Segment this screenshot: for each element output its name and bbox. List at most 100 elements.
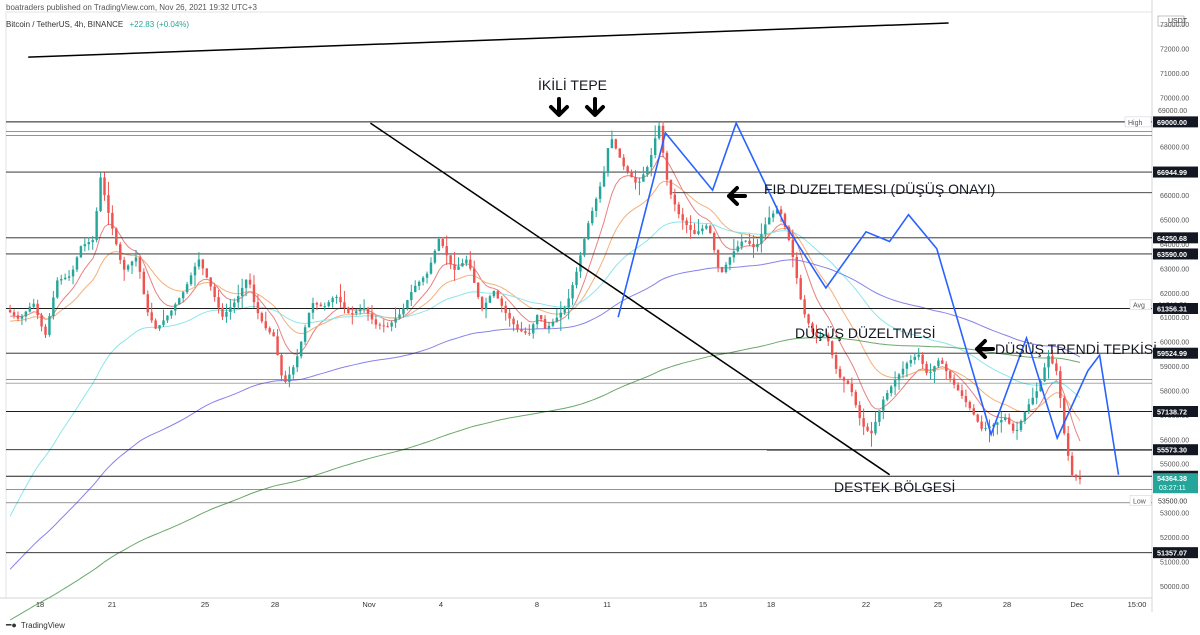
candle-body [75, 257, 79, 270]
candle-body [492, 291, 496, 297]
price-label-bg [1153, 166, 1198, 178]
candle-body [500, 298, 503, 306]
candle-body [229, 307, 232, 312]
candle-body [984, 428, 987, 430]
price-tick-label: 64000.00 [1160, 242, 1189, 249]
candle-body [657, 125, 661, 139]
price-tick-label: 66000.00 [1160, 193, 1189, 200]
candle-body [976, 414, 979, 422]
price-level-label: 57138.72 [1157, 407, 1187, 416]
candle-body [539, 315, 543, 319]
candle-body [237, 296, 240, 303]
candle-body [154, 320, 157, 329]
ema-21-line [10, 180, 1081, 422]
candle-body [889, 386, 893, 394]
annotation-decline-correction: DÜŞÜŞ DÜZELTMESİ [795, 324, 936, 341]
candle-body [382, 325, 385, 327]
candle-body [197, 259, 201, 267]
time-tick-label: Nov [362, 600, 376, 609]
candle-body [248, 279, 252, 285]
candle-body [811, 323, 814, 333]
candle-body [516, 324, 519, 330]
candle-body [996, 422, 999, 425]
candle-body [917, 354, 920, 357]
price-level-label: 51357.07 [1157, 549, 1187, 558]
candle-body [653, 138, 657, 155]
price-level-label: 63590.00 [1157, 250, 1187, 259]
candle-body [756, 243, 759, 248]
candle-body [874, 421, 877, 434]
candle-body [815, 332, 818, 337]
price-level-label: 64250.68 [1157, 234, 1187, 243]
candle-body [303, 327, 307, 342]
price-tag-box [1129, 495, 1152, 506]
pattern-zigzag-line [617, 121, 1120, 475]
symbol-name: Bitcoin / TetherUS, 4h, BINANCE [6, 20, 124, 29]
candle-body [795, 256, 798, 279]
candle-body [366, 308, 370, 314]
candle-body [575, 271, 578, 286]
candle-body [830, 341, 834, 356]
candle-body [1059, 371, 1062, 399]
candle-body [697, 231, 700, 234]
candle-body [296, 356, 299, 368]
candle-body [634, 177, 637, 183]
candle-body [543, 318, 547, 329]
publisher-header: boatraders published on TradingView.com,… [6, 3, 257, 12]
currency-label: USDT [1168, 18, 1188, 25]
long-trend-line [28, 22, 949, 58]
candle-body [417, 281, 421, 286]
candle-body [390, 322, 393, 327]
candle-body [240, 287, 244, 297]
candle-body [929, 371, 932, 374]
candle-body [453, 264, 456, 270]
annotation-downtrend-reaction: DÜŞÜŞ TRENDİ TEPKİSİ [995, 340, 1157, 357]
candle-body [469, 259, 472, 269]
time-tick-label: Dec [1070, 600, 1084, 609]
candle-body [791, 239, 795, 257]
price-tick-label: 65000.00 [1160, 218, 1189, 225]
candle-body [32, 303, 35, 307]
candle-body [803, 299, 806, 315]
candle-body [91, 240, 94, 243]
candle-body [862, 418, 865, 427]
current-price-bg [1153, 473, 1198, 494]
candle-body [893, 380, 897, 387]
time-tick-label: 25 [201, 600, 209, 609]
time-tick-label: 18 [767, 600, 775, 609]
candle-body [8, 309, 12, 313]
price-tick-label: 72000.00 [1160, 47, 1189, 54]
candle-body [559, 312, 562, 318]
candle-body [732, 251, 736, 258]
candle-body [724, 264, 728, 273]
price-tick-label: 68000.00 [1160, 144, 1189, 151]
candle-body [630, 171, 633, 178]
candle-body [378, 324, 382, 326]
candle-body [787, 226, 791, 240]
candle-body [429, 262, 433, 274]
candle-body [1047, 355, 1050, 368]
candle-body [551, 321, 555, 326]
candle-body [181, 292, 185, 299]
candle-body [720, 267, 724, 273]
price-tag-label: Avg [1133, 303, 1145, 310]
candle-body [508, 312, 511, 319]
candle-body [307, 312, 311, 328]
candle-body [571, 285, 574, 299]
price-level-label: 55573.30 [1157, 446, 1187, 455]
candle-body [221, 307, 224, 317]
price-label-bg [1153, 248, 1198, 260]
candle-body [107, 195, 110, 213]
candle-body [980, 421, 983, 429]
candle-body [1070, 455, 1074, 475]
candle-body [886, 393, 889, 400]
candle-body [260, 313, 264, 322]
candle-body [614, 139, 618, 149]
candle-body [103, 177, 106, 196]
tradingview-footer: ━● TradingView [6, 620, 65, 631]
price-tag-box [1124, 116, 1152, 128]
price-tick-label: 71000.00 [1160, 71, 1189, 78]
candle-body [311, 303, 315, 313]
